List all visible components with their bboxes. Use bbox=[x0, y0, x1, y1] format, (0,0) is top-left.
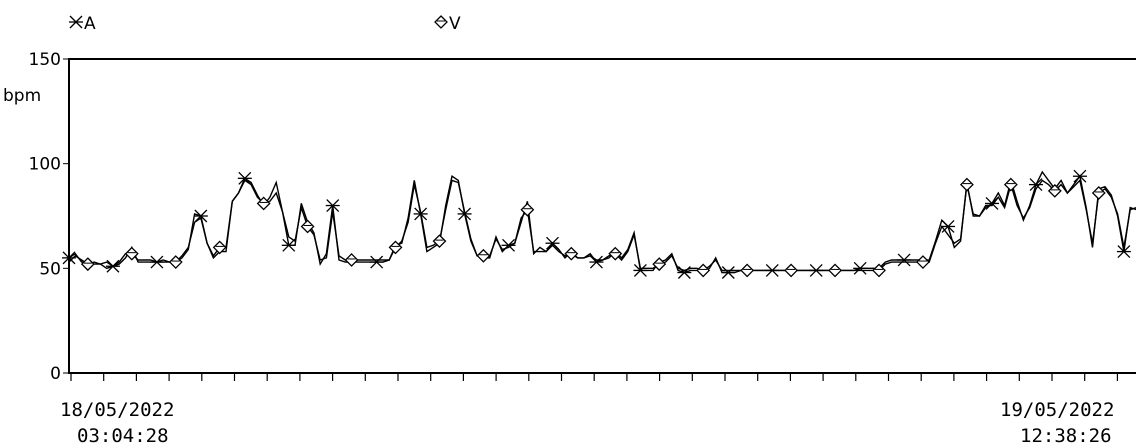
data-point-v bbox=[1047, 183, 1062, 198]
legend-marker-a bbox=[69, 15, 83, 29]
legend-label-a: A bbox=[84, 14, 96, 34]
diamond-marker-shape bbox=[212, 240, 227, 255]
data-point-a bbox=[589, 255, 604, 269]
x-end-date-label: 19/05/2022 bbox=[1000, 399, 1114, 421]
x-start-time-label: 03:04:28 bbox=[77, 425, 169, 445]
data-point-a bbox=[853, 261, 868, 275]
diamond-marker-shape bbox=[520, 202, 535, 217]
y-tick-label: 0 bbox=[50, 364, 61, 384]
data-point-v bbox=[872, 263, 886, 278]
diamond-marker-shape bbox=[564, 246, 579, 261]
series-layer bbox=[62, 169, 1136, 279]
plot-frame bbox=[68, 58, 1136, 374]
y-axis-unit-label: bpm bbox=[3, 86, 41, 106]
diamond-marker-shape bbox=[124, 246, 139, 261]
data-point-a bbox=[897, 253, 912, 267]
diamond-marker-shape bbox=[1047, 183, 1062, 198]
data-point-v bbox=[608, 246, 623, 261]
data-point-a bbox=[633, 263, 648, 277]
data-point-a bbox=[369, 255, 384, 269]
data-point-v bbox=[828, 263, 842, 278]
data-point-a bbox=[1116, 245, 1131, 259]
y-tick-label: 100 bbox=[29, 155, 61, 175]
data-point-v bbox=[388, 240, 403, 255]
data-point-v bbox=[959, 177, 974, 192]
data-point-v bbox=[916, 255, 930, 269]
data-point-v bbox=[520, 202, 535, 217]
data-point-v bbox=[1091, 186, 1106, 200]
diamond-marker-shape bbox=[916, 255, 930, 269]
legend-marker-v bbox=[434, 15, 448, 29]
x-axis-ticks bbox=[70, 373, 1119, 381]
data-point-v bbox=[212, 240, 227, 255]
y-tick-label: 150 bbox=[29, 50, 61, 70]
data-point-a bbox=[721, 266, 736, 279]
data-point-a bbox=[941, 220, 956, 233]
diamond-icon-shape bbox=[434, 15, 448, 29]
diamond-marker-shape bbox=[388, 240, 403, 255]
data-point-v bbox=[1003, 177, 1018, 192]
y-axis: 0 50 100 150 bbox=[29, 50, 69, 384]
data-point-a bbox=[1028, 178, 1043, 192]
diamond-marker-shape bbox=[959, 177, 974, 192]
data-point-v bbox=[344, 253, 359, 267]
data-point-v bbox=[652, 257, 667, 272]
diamond-marker-shape bbox=[828, 263, 842, 278]
diamond-marker-shape bbox=[696, 263, 711, 278]
diamond-marker-shape bbox=[300, 219, 315, 234]
data-point-a bbox=[237, 171, 252, 185]
data-point-v bbox=[476, 248, 491, 263]
data-point-v bbox=[256, 196, 271, 211]
data-point-v bbox=[300, 219, 315, 234]
diamond-marker-shape bbox=[608, 246, 623, 261]
data-point-a bbox=[281, 238, 296, 252]
data-point-v bbox=[784, 263, 799, 278]
data-point-v bbox=[168, 255, 183, 269]
data-point-v bbox=[740, 263, 755, 278]
data-point-v bbox=[80, 257, 95, 272]
diamond-marker-shape bbox=[344, 253, 359, 267]
data-point-v bbox=[432, 234, 447, 249]
x-end-time-label: 12:38:26 bbox=[1020, 425, 1112, 445]
diamond-marker-shape bbox=[784, 263, 799, 278]
diamond-marker-shape bbox=[432, 234, 447, 249]
diamond-marker-shape bbox=[740, 263, 755, 278]
legend: A V bbox=[69, 14, 461, 34]
diamond-marker-shape bbox=[476, 248, 491, 263]
diamond-marker-shape bbox=[872, 263, 886, 278]
diamond-marker-shape bbox=[256, 196, 271, 211]
diamond-marker-shape bbox=[652, 257, 667, 272]
data-point-v bbox=[124, 246, 139, 261]
data-point-a bbox=[325, 199, 340, 212]
data-point-v bbox=[564, 246, 579, 261]
data-point-v bbox=[696, 263, 711, 278]
diamond-marker-shape bbox=[80, 257, 95, 272]
diamond-marker-shape bbox=[1003, 177, 1018, 192]
data-point-a bbox=[1072, 169, 1087, 183]
data-point-a bbox=[545, 236, 560, 250]
diamond-marker-shape bbox=[1091, 186, 1106, 200]
x-start-date-label: 18/05/2022 bbox=[60, 399, 174, 421]
y-tick-label: 50 bbox=[39, 259, 61, 279]
legend-label-v: V bbox=[449, 14, 461, 34]
series-line-v bbox=[68, 178, 1136, 272]
diamond-marker-shape bbox=[168, 255, 183, 269]
